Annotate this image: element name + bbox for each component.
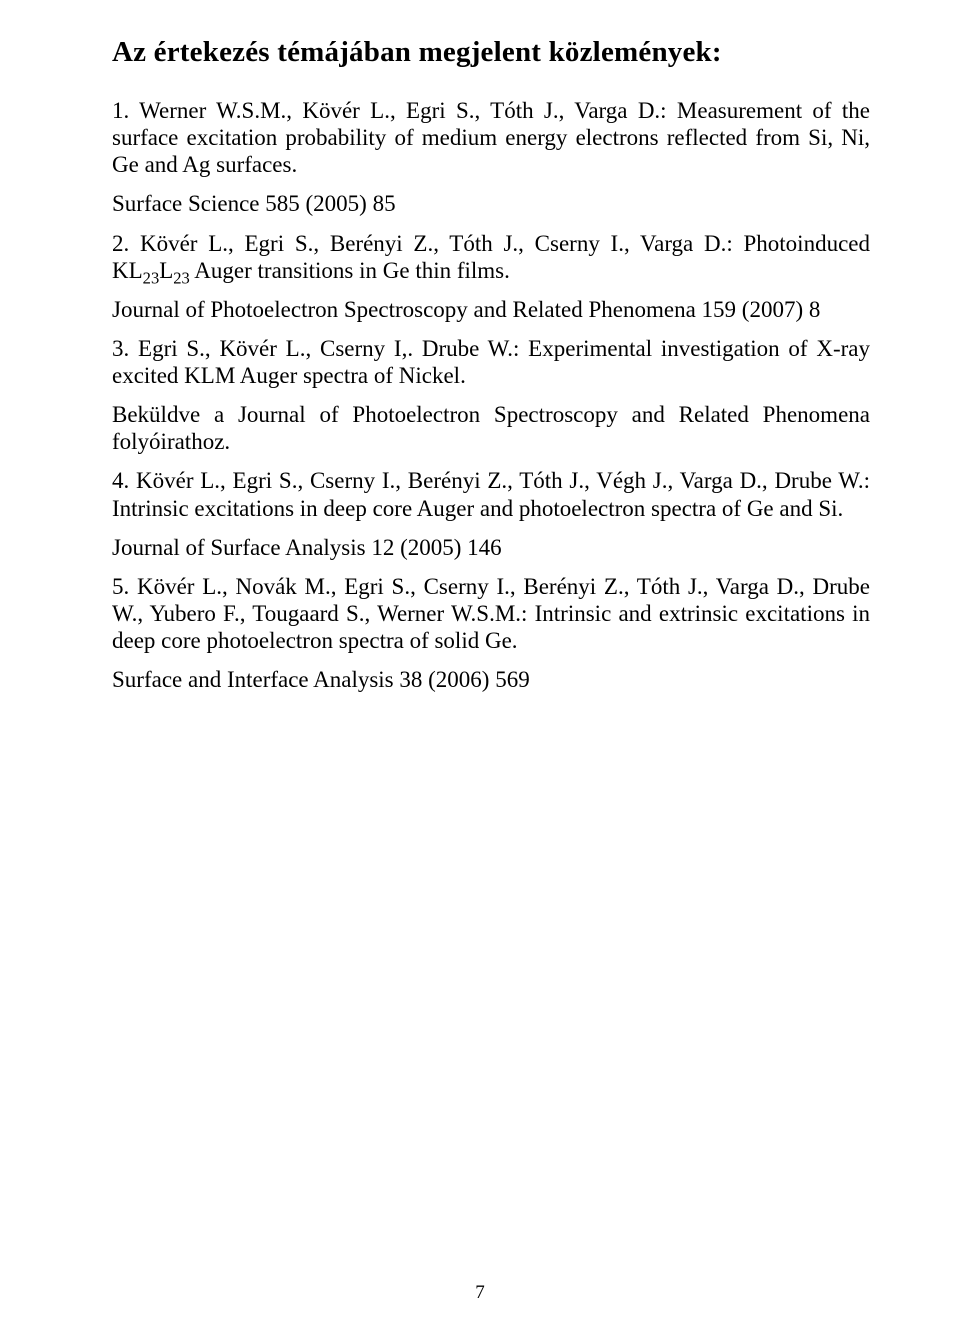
reference-1-journal: Surface Science 585 (2005) 85 <box>112 190 870 217</box>
section-heading: Az értekezés témájában megjelent közlemé… <box>112 36 870 69</box>
reference-3-note: Beküldve a Journal of Photoelectron Spec… <box>112 401 870 455</box>
reference-2-text-e: Auger transitions in Ge thin films. <box>190 258 510 283</box>
reference-1: 1. Werner W.S.M., Kövér L., Egri S., Tót… <box>112 97 870 178</box>
reference-2-journal: Journal of Photoelectron Spectroscopy an… <box>112 296 870 323</box>
reference-5-journal: Surface and Interface Analysis 38 (2006)… <box>112 666 870 693</box>
reference-4-journal: Journal of Surface Analysis 12 (2005) 14… <box>112 534 870 561</box>
reference-2-text-c: L <box>159 258 173 283</box>
page-number: 7 <box>0 1282 960 1304</box>
document-page: Az értekezés témájában megjelent közlemé… <box>0 0 960 1344</box>
reference-5: 5. Kövér L., Novák M., Egri S., Cserny I… <box>112 573 870 654</box>
subscript-23b: 23 <box>173 268 190 287</box>
reference-3: 3. Egri S., Kövér L., Cserny I,. Drube W… <box>112 335 870 389</box>
reference-2: 2. Kövér L., Egri S., Berényi Z., Tóth J… <box>112 230 870 284</box>
reference-4: 4. Kövér L., Egri S., Cserny I., Berényi… <box>112 467 870 521</box>
subscript-23a: 23 <box>143 268 160 287</box>
